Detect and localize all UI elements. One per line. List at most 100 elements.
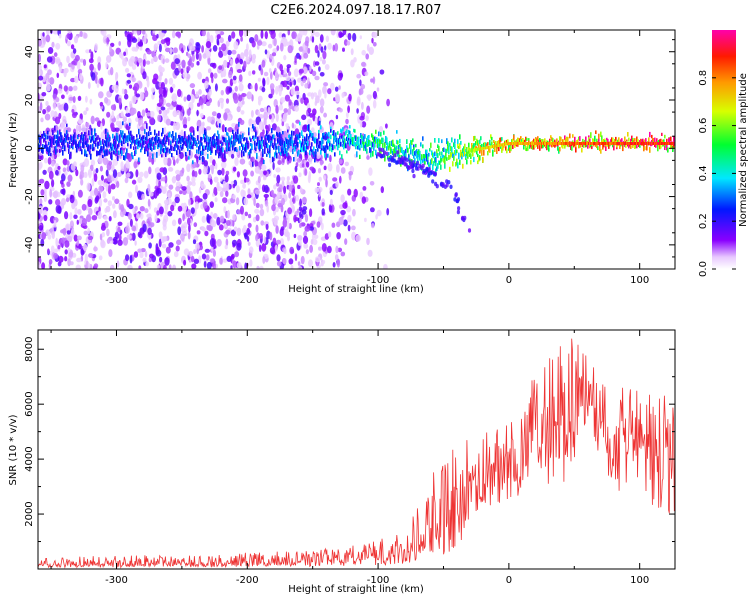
ridge-cell (98, 151, 100, 156)
heatmap-cell (327, 42, 332, 50)
ridge-cell (146, 132, 148, 137)
heatmap-cell (308, 259, 313, 268)
heatmap-cell (38, 212, 41, 220)
ridge-cell (405, 148, 407, 154)
ridge-cell (228, 135, 230, 141)
ridge-cell (413, 144, 415, 150)
heatmap-cell (160, 82, 165, 90)
heatmap-cell (367, 95, 371, 101)
ridge-core-cell (470, 149, 472, 153)
ridge-cell (384, 142, 386, 148)
ridge-cell (361, 143, 363, 148)
ridge-cell (241, 152, 243, 158)
ridge-cell (659, 145, 661, 150)
heatmap-cell (51, 160, 55, 167)
heatmap-cell (305, 161, 310, 168)
heatmap-cell (195, 43, 201, 51)
ridge-cell (575, 143, 577, 150)
ridge-cell (603, 139, 605, 143)
ridge-cell (335, 135, 337, 141)
ridge-cell (509, 143, 511, 148)
heatmap-cell (334, 86, 339, 92)
heatmap-cell (44, 157, 48, 164)
heatmap-cell (318, 176, 322, 182)
ridge-cell (153, 141, 155, 146)
branch-cell (418, 163, 422, 169)
ridge-cell (450, 151, 452, 157)
heatmap-cell (162, 58, 165, 65)
heatmap-cell (187, 217, 191, 226)
heatmap-cell (324, 92, 327, 99)
heatmap-cell (203, 160, 208, 167)
heatmap-cell (63, 102, 69, 112)
ridge-core-cell (626, 142, 628, 145)
ridge-cell (150, 144, 152, 150)
heatmap-cell (66, 230, 71, 235)
ridge-cell (129, 122, 131, 127)
ridge-core-cell (485, 146, 487, 150)
heatmap-cell (287, 108, 292, 115)
ridge-cell (420, 158, 422, 164)
ridge-cell (291, 139, 293, 144)
ridge-cell (562, 139, 564, 145)
ridge-cell (556, 138, 558, 143)
ridge-cell (426, 149, 428, 154)
ridge-cell (389, 155, 391, 160)
ridge-core-cell (552, 142, 554, 145)
heatmap-cell (294, 105, 299, 112)
heatmap-cell (136, 30, 141, 36)
heatmap-cell (255, 214, 260, 222)
ridge-cell (505, 146, 507, 151)
branch-cell (449, 184, 453, 189)
heatmap-cell (246, 235, 250, 242)
ridge-core-cell (581, 142, 583, 145)
heatmap-cell (247, 188, 251, 196)
heatmap-cell (224, 174, 229, 183)
ridge-cell (360, 133, 362, 138)
ridge-cell (272, 156, 274, 163)
heatmap-cell (273, 215, 280, 221)
heatmap-cell (97, 62, 101, 71)
heatmap-cell (41, 262, 46, 269)
ridge-core-cell (478, 147, 480, 151)
ridge-cell (217, 145, 219, 151)
colorbar-tick-label: 0.2 (698, 213, 709, 229)
heatmap-cell (149, 116, 155, 126)
heatmap-cell (267, 106, 271, 116)
heatmap-cell (49, 189, 53, 198)
ridge-cell (427, 160, 429, 165)
ridge-cell (386, 142, 388, 146)
heatmap-cell (258, 182, 261, 191)
ridge-cell (90, 139, 92, 143)
ridge-cell (379, 139, 381, 144)
heatmap-cell (156, 33, 159, 39)
ridge-cell (500, 144, 502, 149)
ridge-cell (142, 135, 144, 141)
ridge-cell (317, 147, 319, 152)
ridge-core-cell (666, 142, 668, 145)
ridge-core-cell (520, 142, 522, 145)
heatmap-cell (227, 34, 232, 43)
heatmap-cell (58, 255, 64, 263)
ridge-cell (558, 148, 560, 154)
heatmap-cell (139, 251, 144, 259)
ridge-cell (113, 138, 115, 145)
ridge-cell (453, 156, 455, 161)
heatmap-cell (261, 86, 266, 93)
heatmap-cell (340, 209, 346, 216)
ridge-cell (171, 145, 173, 151)
ridge-cell (327, 145, 329, 150)
heatmap-cell (196, 109, 199, 117)
ridge-cell (323, 146, 325, 152)
ridge-cell (283, 151, 285, 156)
ridge-cell (462, 148, 464, 154)
heatmap-cell (230, 58, 234, 67)
ridge-cell (65, 137, 67, 142)
ridge-cell (301, 147, 303, 152)
ridge-cell (140, 138, 142, 145)
ridge-cell (659, 139, 661, 145)
ridge-cell (206, 141, 208, 146)
ridge-cell (149, 137, 151, 142)
ridge-cell (640, 138, 642, 143)
heatmap-cell (187, 231, 191, 240)
